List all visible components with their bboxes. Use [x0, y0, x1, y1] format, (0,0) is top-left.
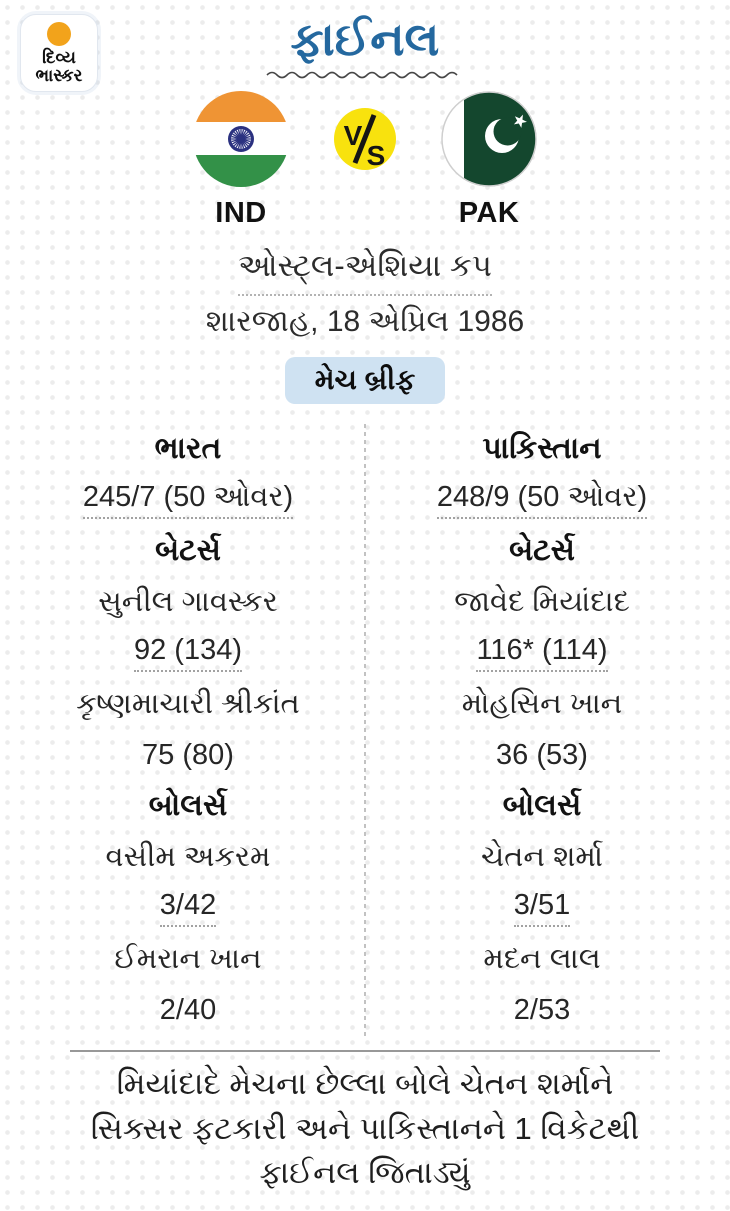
team-score: 248/9 (50 ઓવર)	[366, 475, 718, 526]
vs-badge: V S	[334, 107, 396, 175]
bowler-figures: 3/51	[366, 883, 718, 934]
dashed-column-divider	[364, 423, 366, 1036]
team-score-text: 248/9 (50 ઓવર)	[436, 481, 648, 520]
batter-name: સુનીલ ગાવસ્કર	[98, 585, 278, 618]
vs-top-letter: V	[344, 120, 363, 151]
match-brief-badge: મેચ બ્રીફ	[284, 356, 446, 404]
team-name: ભારત	[154, 432, 222, 466]
logo-orange-dot-icon	[47, 22, 71, 47]
bowler-name: ઈમરાન ખાન	[114, 942, 262, 975]
scorecard: ભારત 245/7 (50 ઓવર) બેટર્સ સુનીલ ગાવસ્કર…	[0, 423, 730, 1036]
logo-name-line2: ભાસ્કર	[35, 65, 83, 85]
batters-heading: બેટર્સ	[155, 534, 221, 568]
summary-line: ફાઈનલ જિતાડ્યું	[259, 1155, 471, 1191]
bowler-name: વસીમ અકરમ	[105, 840, 271, 873]
batter-runs-text: 116* (114)	[476, 634, 608, 673]
batter-runs: 36 (53)	[496, 738, 588, 771]
bowler-figures: 3/42	[12, 883, 364, 934]
batters-heading: બેટર્સ	[509, 534, 575, 568]
bowlers-heading: બોલર્સ	[502, 789, 582, 823]
bowler-figures-text: 3/42	[159, 889, 217, 928]
batter-runs: 116* (114)	[366, 628, 718, 679]
bowlers-heading: બોલર્સ	[148, 789, 228, 823]
team-score-text: 245/7 (50 ઓવર)	[82, 481, 294, 520]
india-flag-icon	[193, 90, 289, 187]
teams-row: IND V S PAK	[0, 90, 730, 230]
logo-name-line1: દિવ્ય	[42, 48, 76, 68]
team-india: IND	[176, 90, 306, 230]
team-code-pak: PAK	[458, 196, 520, 229]
pakistan-flag-icon	[441, 90, 537, 187]
divya-bhaskar-logo: દિવ્ય ભાસ્કર	[20, 14, 98, 92]
team-code-ind: IND	[215, 196, 267, 229]
bowler-figures: 2/40	[159, 993, 217, 1026]
page-title: ફાઈનલ	[290, 13, 440, 65]
match-summary: મિયાંદાદે મેચના છેલ્લા બોલે ચેતન શર્માને…	[0, 1062, 730, 1197]
bowler-name: મદન લાલ	[483, 942, 601, 975]
batter-runs-text: 92 (134)	[133, 634, 242, 673]
batter-name: કૃષ્ણમાચારી શ્રીકાંત	[76, 687, 300, 720]
batter-name: મોહસિન ખાન	[461, 687, 623, 720]
vs-bottom-letter: S	[367, 140, 386, 170]
team-name: પાકિસ્તાન	[482, 432, 602, 466]
venue-date: શારજાહ, 18 એપ્રિલ 1986	[205, 304, 525, 338]
footer-divider	[70, 1049, 660, 1052]
wavy-underline	[266, 71, 458, 78]
summary-line: સિક્સર ફટકારી અને પાકિસ્તાનને 1 વિકેટથી	[90, 1110, 640, 1146]
batter-name: જાવેદ મિયાંદાદ	[454, 585, 630, 618]
bowler-figures: 2/53	[513, 993, 571, 1026]
summary-line: મિયાંદાદે મેચના છેલ્લા બોલે ચેતન શર્માને	[116, 1065, 614, 1101]
team-pakistan: PAK	[424, 90, 554, 230]
team-score: 245/7 (50 ઓવર)	[12, 475, 364, 526]
tournament-name: ઓસ્ટ્લ-એશિયા કપ	[0, 248, 730, 296]
batter-runs: 92 (134)	[12, 628, 364, 679]
tournament-name-text: ઓસ્ટ્લ-એશિયા કપ	[238, 248, 492, 296]
bowler-figures-text: 3/51	[513, 889, 571, 928]
vs-icon: V S	[334, 107, 396, 171]
bowler-name: ચેતન શર્મા	[480, 840, 604, 873]
batter-runs: 75 (80)	[142, 738, 234, 771]
scorecard-column-pakistan: પાકિસ્તાન 248/9 (50 ઓવર) બેટર્સ જાવેદ મિ…	[366, 424, 718, 1036]
scorecard-column-india: ભારત 245/7 (50 ઓવર) બેટર્સ સુનીલ ગાવસ્કર…	[12, 424, 364, 1036]
